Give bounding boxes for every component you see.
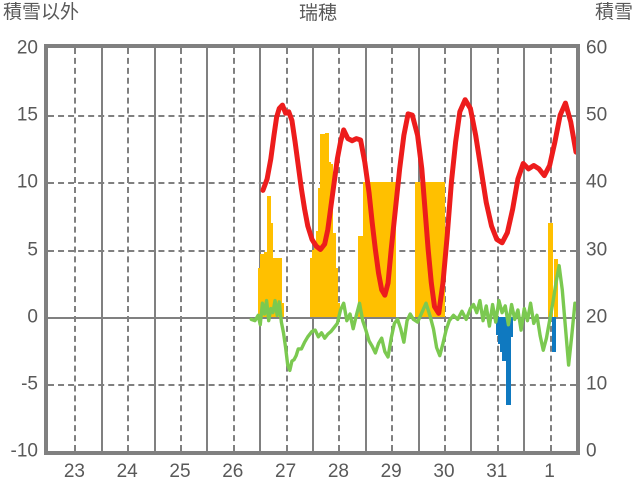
- orange-bar: [358, 236, 363, 317]
- green-line: [249, 263, 576, 373]
- plot-area: [44, 44, 580, 455]
- right-axis-title: 積雪: [594, 2, 633, 23]
- plot-inner: [48, 48, 576, 451]
- vertical-gridline-midday: [232, 48, 235, 451]
- red-line: [260, 97, 576, 316]
- orange-bar: [378, 182, 384, 317]
- y-axis-tick-left: 5: [27, 239, 38, 260]
- vertical-gridline-midday: [180, 48, 182, 451]
- y-axis-tick-left: -5: [21, 373, 38, 395]
- y-axis-tick-left: 10: [16, 171, 38, 193]
- x-axis-tick: 24: [116, 461, 138, 482]
- x-axis-tick: 1: [544, 461, 555, 482]
- orange-bar: [431, 182, 436, 317]
- orange-bar: [421, 182, 427, 317]
- vertical-gridline: [259, 48, 262, 451]
- orange-bar: [434, 182, 439, 317]
- page-title: 瑞穂: [298, 3, 337, 24]
- blue-bar: [508, 316, 513, 337]
- y-axis-tick-right: 0: [586, 440, 597, 462]
- vertical-gridline: [470, 48, 473, 451]
- y-axis-tick-right: 60: [586, 37, 608, 59]
- y-axis-tick-right: 20: [586, 306, 608, 328]
- blue-bar: [506, 316, 511, 406]
- vertical-gridline-midday: [74, 48, 77, 451]
- x-axis-tick: 27: [275, 461, 297, 482]
- orange-bar: [440, 182, 446, 317]
- vertical-gridline-midday: [285, 48, 288, 451]
- line-series-layer: [249, 97, 576, 373]
- blue-bar: [501, 316, 507, 361]
- orange-bar: [365, 182, 371, 317]
- orange-bar: [381, 182, 387, 317]
- orange-bar: [368, 182, 374, 317]
- blue-bar: [551, 316, 557, 352]
- orange-bar: [548, 222, 554, 317]
- y-axis-tick-left: 0: [27, 306, 38, 328]
- orange-bar: [362, 182, 368, 317]
- x-axis-tick: 29: [380, 461, 402, 482]
- orange-bar: [335, 303, 340, 317]
- vertical-gridline: [153, 48, 156, 451]
- x-axis-tick: 23: [63, 461, 85, 482]
- vertical-gridline-midday: [496, 48, 499, 451]
- y-axis-tick-right: 50: [586, 104, 608, 126]
- vertical-gridline: [523, 48, 526, 451]
- y-axis-tick-left: -10: [10, 440, 38, 462]
- y-axis-tick-left: 15: [16, 104, 38, 126]
- x-axis-tick: 31: [486, 461, 508, 482]
- vertical-gridline: [206, 48, 209, 451]
- x-axis-tick: 26: [222, 461, 244, 482]
- y-axis-tick-right: 30: [586, 239, 608, 260]
- y-axis-tick-right: 40: [586, 171, 608, 193]
- x-axis-tick: 28: [327, 461, 349, 482]
- x-axis-tick: 30: [433, 461, 455, 482]
- x-axis-tick: 25: [169, 461, 191, 482]
- left-axis-title: 積雪以外: [3, 2, 80, 23]
- y-axis-tick-right: 10: [586, 373, 608, 395]
- vertical-gridline-midday: [127, 48, 130, 451]
- orange-bar: [333, 268, 338, 317]
- orange-bar: [418, 182, 424, 317]
- vertical-gridline: [100, 48, 103, 451]
- y-axis-tick-left: 20: [16, 37, 38, 59]
- orange-bar: [277, 257, 282, 317]
- vertical-gridline-midday: [338, 48, 341, 451]
- orange-bar: [437, 182, 443, 317]
- orange-bar: [415, 182, 420, 317]
- orange-bar: [384, 182, 390, 317]
